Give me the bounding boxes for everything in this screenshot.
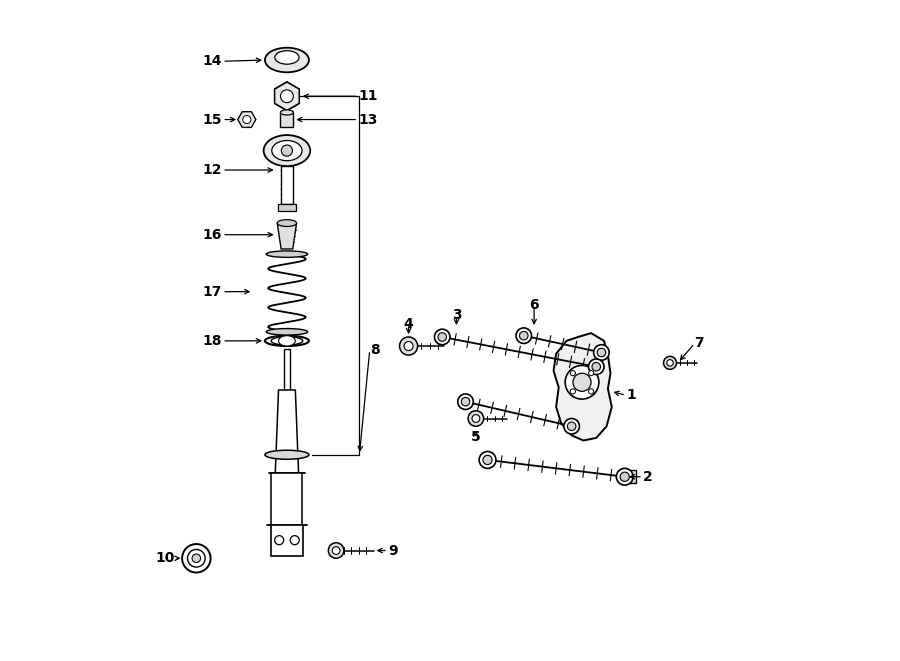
Text: 7: 7 bbox=[695, 336, 704, 350]
Polygon shape bbox=[554, 333, 612, 440]
Ellipse shape bbox=[277, 219, 297, 227]
Ellipse shape bbox=[265, 336, 309, 346]
Bar bbox=[281, 166, 292, 204]
Text: 18: 18 bbox=[202, 334, 222, 348]
Text: 5: 5 bbox=[471, 430, 481, 444]
Circle shape bbox=[458, 394, 473, 409]
Bar bbox=[277, 204, 296, 211]
Circle shape bbox=[573, 373, 591, 391]
Circle shape bbox=[589, 389, 594, 394]
Polygon shape bbox=[238, 112, 256, 128]
Polygon shape bbox=[277, 223, 297, 249]
Ellipse shape bbox=[265, 450, 309, 459]
Circle shape bbox=[565, 366, 599, 399]
Text: 9: 9 bbox=[388, 543, 398, 557]
Bar bbox=[271, 525, 303, 556]
Text: 3: 3 bbox=[452, 308, 462, 322]
Circle shape bbox=[598, 348, 606, 357]
Circle shape bbox=[332, 547, 340, 555]
Circle shape bbox=[192, 554, 201, 563]
Text: 16: 16 bbox=[202, 228, 222, 242]
Circle shape bbox=[594, 345, 609, 360]
Ellipse shape bbox=[281, 110, 293, 115]
Circle shape bbox=[519, 331, 528, 340]
Circle shape bbox=[620, 472, 629, 481]
Ellipse shape bbox=[274, 51, 299, 64]
Circle shape bbox=[589, 371, 594, 375]
Circle shape bbox=[274, 535, 284, 545]
Circle shape bbox=[187, 549, 205, 567]
Ellipse shape bbox=[279, 336, 295, 346]
Ellipse shape bbox=[265, 48, 309, 72]
Text: 12: 12 bbox=[202, 163, 222, 177]
Circle shape bbox=[663, 356, 677, 369]
Ellipse shape bbox=[271, 336, 302, 345]
Circle shape bbox=[281, 90, 293, 102]
Circle shape bbox=[290, 535, 299, 545]
Circle shape bbox=[400, 337, 418, 355]
Circle shape bbox=[462, 397, 470, 406]
Polygon shape bbox=[274, 82, 300, 110]
Circle shape bbox=[328, 543, 344, 559]
Circle shape bbox=[182, 544, 211, 572]
Text: 17: 17 bbox=[202, 285, 222, 299]
Text: 8: 8 bbox=[370, 343, 380, 357]
Circle shape bbox=[592, 362, 600, 371]
Circle shape bbox=[438, 332, 446, 341]
Ellipse shape bbox=[264, 135, 310, 166]
Circle shape bbox=[564, 418, 580, 434]
Circle shape bbox=[667, 360, 673, 366]
Ellipse shape bbox=[266, 251, 308, 257]
Bar bbox=[272, 473, 302, 525]
Circle shape bbox=[567, 422, 576, 430]
Text: 1: 1 bbox=[626, 388, 635, 402]
Polygon shape bbox=[275, 390, 299, 473]
Circle shape bbox=[516, 328, 532, 344]
Circle shape bbox=[243, 116, 251, 124]
Circle shape bbox=[435, 329, 450, 345]
Ellipse shape bbox=[272, 141, 302, 161]
Circle shape bbox=[404, 342, 413, 350]
Text: 11: 11 bbox=[358, 89, 378, 103]
Text: 2: 2 bbox=[643, 470, 652, 484]
Circle shape bbox=[483, 455, 492, 465]
Text: 4: 4 bbox=[404, 317, 413, 331]
Text: 6: 6 bbox=[529, 297, 539, 311]
Bar bbox=[281, 112, 293, 127]
Text: 14: 14 bbox=[202, 54, 222, 68]
Circle shape bbox=[479, 451, 496, 469]
Text: 13: 13 bbox=[358, 112, 377, 126]
Text: 10: 10 bbox=[155, 551, 175, 565]
Circle shape bbox=[282, 145, 292, 156]
Circle shape bbox=[468, 410, 483, 426]
Bar bbox=[626, 470, 636, 483]
Circle shape bbox=[472, 414, 480, 422]
Bar bbox=[284, 348, 290, 390]
Text: 15: 15 bbox=[202, 112, 222, 126]
Circle shape bbox=[589, 359, 604, 375]
Circle shape bbox=[571, 371, 575, 375]
Ellipse shape bbox=[266, 329, 308, 335]
Circle shape bbox=[616, 469, 633, 485]
Circle shape bbox=[571, 389, 575, 394]
